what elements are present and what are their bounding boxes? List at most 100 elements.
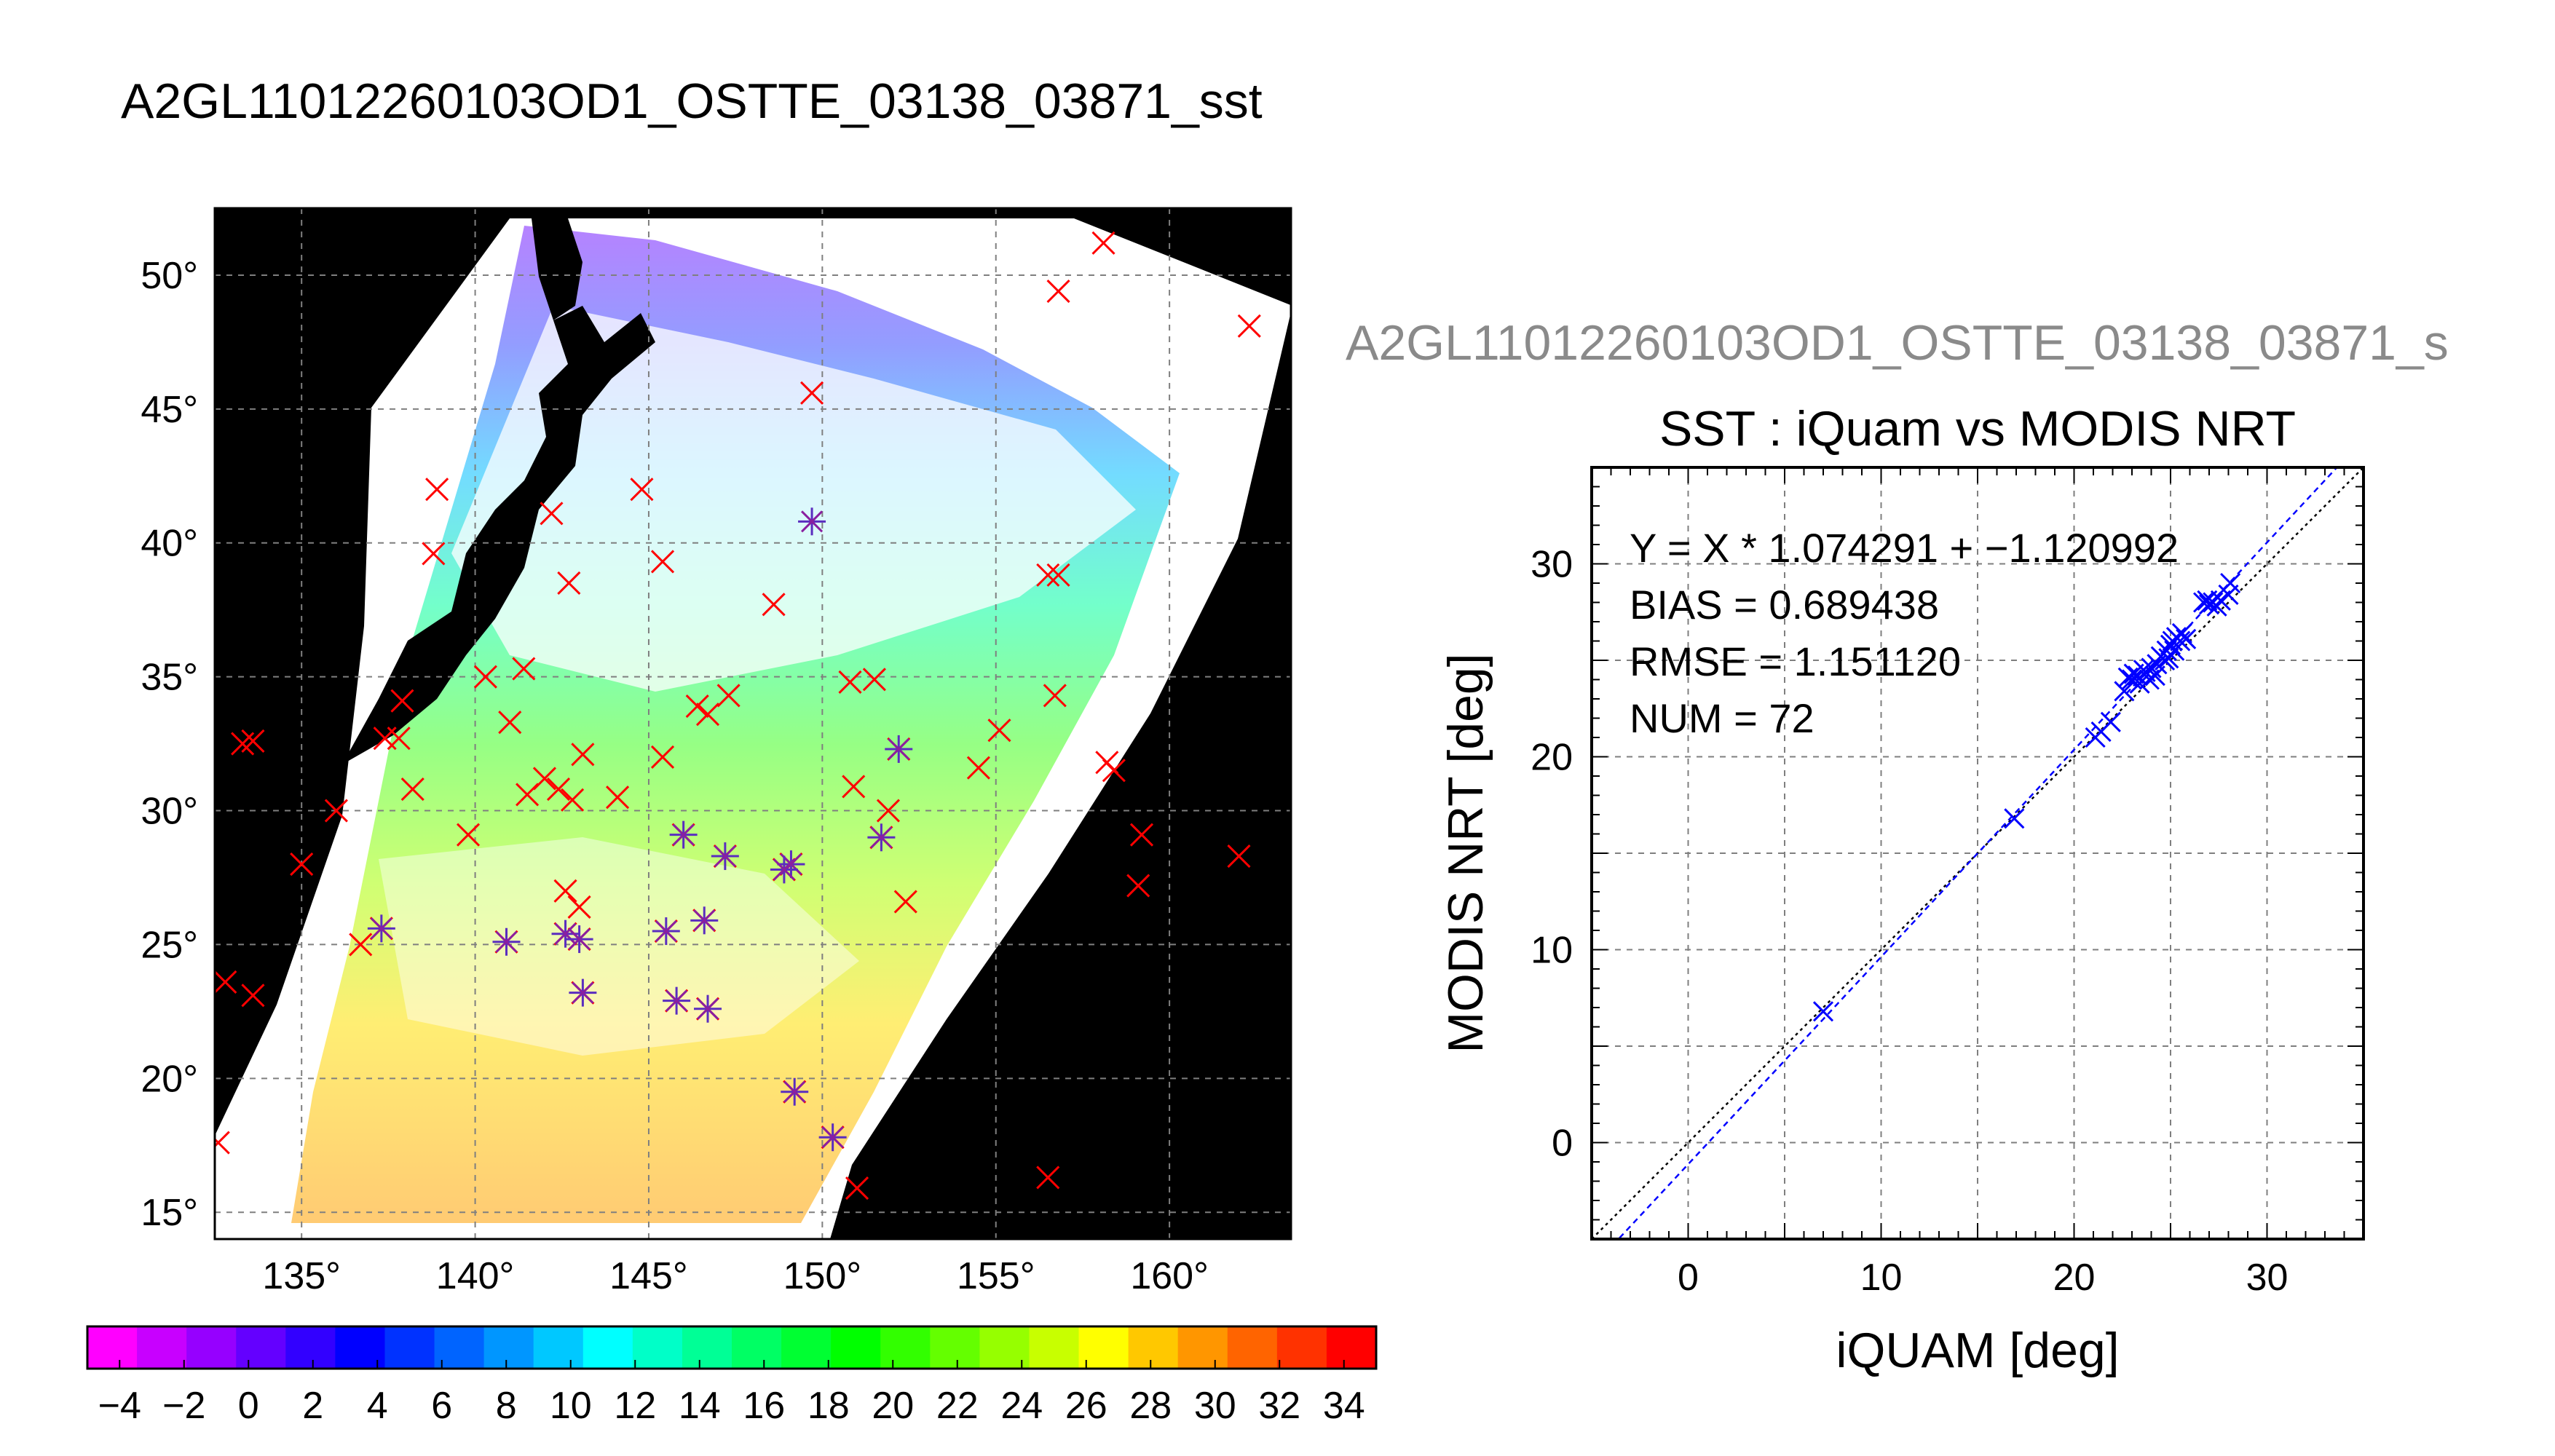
y-tick-label: 20 bbox=[1531, 737, 1573, 779]
colorbar-segment bbox=[831, 1326, 882, 1369]
lat-tick-label: 35° bbox=[141, 657, 198, 699]
matched-point-cross bbox=[370, 917, 392, 940]
iquam-station-marker bbox=[473, 665, 497, 689]
map-panel: 135° 140° 145° 150° 155° 160° 15° 20° 25° 30° 35° 4… bbox=[141, 207, 1319, 1297]
scatter-point bbox=[2192, 592, 2214, 613]
cloud-mask-south bbox=[379, 837, 859, 1056]
scatter-point bbox=[2170, 630, 2191, 652]
scatter-grid bbox=[1592, 467, 2364, 1239]
matched-point-cross bbox=[870, 826, 893, 849]
map-frame bbox=[213, 207, 1292, 1241]
colorbar-frame bbox=[86, 1325, 1378, 1370]
matched-point-marker bbox=[818, 1123, 847, 1152]
stats-annotations: Y = X * 1.074291 + −1.120992 BIAS = 0.689… bbox=[1630, 525, 2179, 741]
lat-tick-label: 50° bbox=[141, 255, 198, 297]
iquam-station-marker bbox=[1102, 759, 1126, 783]
matched-point-marker bbox=[690, 906, 719, 935]
colorbar: −4 −2 0 2 4 6 8 10 12 14 16 18 20 22 24 26 28 30 32 34 bbox=[86, 1325, 1378, 1427]
colorbar-tick-label: 34 bbox=[1323, 1385, 1365, 1427]
colorbar-segment bbox=[1128, 1326, 1179, 1369]
iquam-station-marker bbox=[241, 984, 265, 1008]
iquam-station-marker bbox=[498, 711, 522, 735]
colorbar-segment bbox=[533, 1326, 584, 1369]
iquam-station-marker bbox=[605, 786, 630, 810]
iquam-station-marker bbox=[387, 727, 411, 751]
matched-point-marker bbox=[694, 994, 722, 1023]
colorbar-tick-label: 4 bbox=[367, 1385, 388, 1427]
iquam-station-marker bbox=[1046, 563, 1070, 587]
x-tick-label: 0 bbox=[1678, 1257, 1699, 1299]
colorbar-tick-label: 18 bbox=[807, 1385, 850, 1427]
iquam-station-marker bbox=[1036, 563, 1060, 587]
matched-point-cross bbox=[572, 981, 594, 1004]
iquam-station-marker bbox=[390, 689, 414, 713]
scatter-point bbox=[2176, 628, 2197, 649]
iquam-station-marker bbox=[1091, 231, 1115, 255]
iquam-station-marker bbox=[1227, 844, 1251, 869]
iquam-station-marker bbox=[1298, 816, 1319, 838]
lat-tick-label: 30° bbox=[141, 791, 198, 833]
iquam-station-marker bbox=[324, 799, 348, 823]
matched-point-cross bbox=[821, 1126, 844, 1149]
colorbar-segment bbox=[384, 1326, 435, 1369]
iquam-station-marker bbox=[567, 895, 591, 919]
x-tick-label: 30 bbox=[2246, 1257, 2289, 1299]
iquam-station-marker bbox=[762, 593, 786, 617]
colorbar-segment bbox=[434, 1326, 485, 1369]
cloud-mask bbox=[451, 306, 1136, 692]
iquam-station-marker bbox=[1043, 684, 1067, 708]
one-to-one-line bbox=[1592, 467, 2364, 1239]
iquam-station-marker bbox=[966, 756, 990, 780]
iquam-station-marker bbox=[650, 745, 675, 769]
matched-point-marker bbox=[367, 914, 395, 943]
iquam-station-marker bbox=[215, 970, 237, 994]
colorbar-segment bbox=[781, 1326, 832, 1369]
scatter-title: SST : iQuam vs MODIS NRT bbox=[1659, 401, 2296, 456]
matched-point-cross bbox=[783, 1080, 806, 1103]
lon-tick-label: 160° bbox=[1130, 1255, 1209, 1297]
iquam-station-marker bbox=[876, 799, 901, 823]
matched-point-marker bbox=[885, 735, 913, 763]
matched-point-marker bbox=[711, 842, 739, 871]
iquam-station-marker bbox=[650, 550, 675, 574]
iquam-station-marker bbox=[685, 695, 709, 719]
iquam-station-marker bbox=[799, 381, 824, 405]
regression-fit-line bbox=[1617, 467, 2339, 1239]
map-grid bbox=[215, 208, 1291, 1239]
iquam-station-marker bbox=[456, 823, 481, 847]
iquam-station-marker bbox=[630, 478, 654, 502]
iquam-station-marker bbox=[571, 743, 595, 767]
matched-point-marker bbox=[663, 986, 691, 1015]
scatter-file-title: A2GL11012260103OD1_OSTTE_03138_03871_s bbox=[1346, 315, 2449, 371]
lon-tick-label: 135° bbox=[262, 1255, 341, 1297]
scatter-point bbox=[2171, 622, 2192, 644]
colorbar-tick-label: 16 bbox=[743, 1385, 785, 1427]
colorbar-tick-label: 12 bbox=[614, 1385, 656, 1427]
colorbar-tick-label: 0 bbox=[238, 1385, 259, 1427]
iquam-station-marker bbox=[845, 1176, 869, 1200]
colorbar-tick-label: 22 bbox=[936, 1385, 979, 1427]
colorbar-segment bbox=[880, 1326, 931, 1369]
colorbar-segment bbox=[1078, 1326, 1129, 1369]
scatter-point bbox=[2220, 572, 2241, 594]
iquam-station-marker bbox=[557, 571, 581, 595]
matched-point-marker bbox=[652, 917, 680, 946]
y-tick-label: 0 bbox=[1552, 1123, 1573, 1165]
colorbar-segment bbox=[236, 1326, 287, 1369]
colorbar-segment bbox=[1227, 1326, 1278, 1369]
iquam-station-marker bbox=[1036, 1166, 1060, 1190]
colorbar-segment bbox=[1276, 1326, 1327, 1369]
colorbar-segment bbox=[682, 1326, 732, 1369]
iquam-station-marker bbox=[862, 668, 886, 692]
colorbar-tick-label: 32 bbox=[1258, 1385, 1300, 1427]
lon-tick-label: 145° bbox=[609, 1255, 688, 1297]
matched-point-marker bbox=[565, 925, 593, 954]
matched-point-cross bbox=[495, 930, 518, 953]
colorbar-tick-label: 10 bbox=[550, 1385, 592, 1427]
colorbar-tick-label: 2 bbox=[302, 1385, 323, 1427]
colorbar-tick-label: 6 bbox=[431, 1385, 452, 1427]
iquam-station-marker bbox=[546, 778, 571, 802]
stat-annotation: Y = X * 1.074291 + −1.120992 bbox=[1630, 525, 2179, 571]
iquam-station-marker bbox=[987, 719, 1011, 743]
iquam-station-marker bbox=[553, 879, 577, 903]
